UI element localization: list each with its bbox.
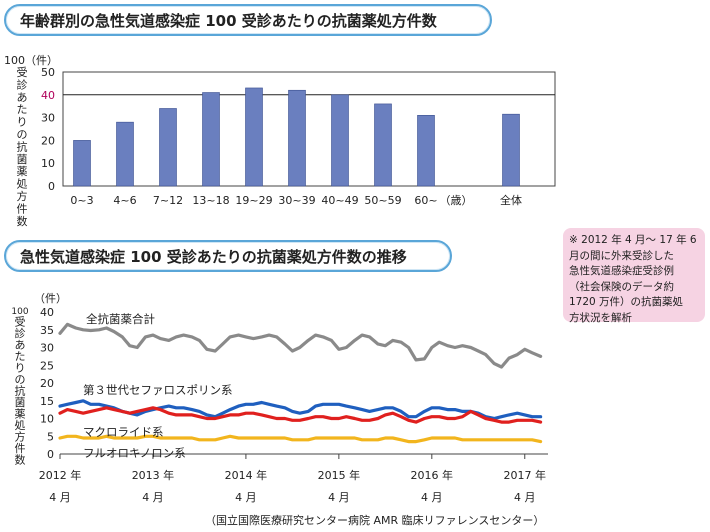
x-tick-label: 全体 bbox=[500, 193, 522, 207]
y-tick-label: 30 bbox=[41, 112, 55, 125]
y-axis-label-char: 菌 bbox=[15, 396, 26, 409]
bar bbox=[202, 92, 220, 187]
age-group-bar-chart: 0 10 20 30 40 50 0~3 4~6 7~12 13~18 19~29 30~39 40~4… bbox=[4, 54, 556, 228]
x-tick-month: 4 月 bbox=[49, 491, 71, 504]
x-tick-label: 0~3 bbox=[70, 194, 93, 207]
bar bbox=[502, 113, 520, 187]
y-tick-label: 10 bbox=[40, 413, 54, 426]
bar bbox=[331, 94, 349, 187]
note-line: 月の間に外来受診した bbox=[569, 249, 674, 262]
trend-line-chart: 0 5 10 15 20 25 30 35 40 2012 年 4 月 2013 年 4 月 2014 年… bbox=[11, 292, 548, 504]
y-axis-label-char: 100 bbox=[11, 307, 28, 317]
series-label: マクロライド系 bbox=[83, 425, 164, 439]
y-axis-label-char: 方 bbox=[15, 430, 26, 444]
y-axis-label-char: 受 bbox=[15, 316, 26, 329]
bar bbox=[417, 115, 435, 187]
x-tick-year: 2017 年 bbox=[504, 468, 547, 482]
x-tick-month: 4 月 bbox=[514, 491, 536, 504]
y-axis-label-char: の bbox=[17, 128, 28, 141]
y-tick-label: 15 bbox=[40, 395, 54, 408]
y-axis-label-char: り bbox=[15, 362, 26, 375]
chart2-title: 急性気道感染症 100 受診あたりの抗菌薬処方件数の推移 bbox=[4, 240, 452, 272]
note-line: （社会保険のデータ約 bbox=[569, 280, 674, 293]
y-axis-label-char: あ bbox=[17, 91, 28, 104]
series-line bbox=[58, 406, 543, 424]
y-axis-label-char: 菌 bbox=[17, 153, 28, 166]
note-line: 急性気道感染症受診例 bbox=[569, 265, 674, 277]
y-tick-label: 40 bbox=[40, 306, 54, 319]
series-label: フルオロキノロン系 bbox=[83, 446, 186, 460]
y-tick-label: 50 bbox=[41, 66, 55, 79]
y-unit-label: 100（件） bbox=[4, 54, 58, 67]
y-axis-label-char: 件 bbox=[15, 442, 26, 455]
y-axis-label-char: 処 bbox=[17, 178, 28, 191]
note-line: ※ 2012 年 4 月～ 17 年 6 bbox=[569, 234, 697, 246]
y-tick-label: 20 bbox=[41, 134, 55, 147]
y-tick-label: 0 bbox=[47, 448, 54, 461]
x-tick-month: 4 月 bbox=[142, 491, 164, 504]
note-box: ※ 2012 年 4 月～ 17 年 6 月の間に外来受診した 急性気道感染症受… bbox=[563, 228, 705, 324]
y-tick-label: 30 bbox=[40, 342, 54, 355]
x-unit-label: （歳） bbox=[440, 194, 473, 207]
y-axis-label-char: り bbox=[17, 116, 28, 129]
series-label: 全抗菌薬合計 bbox=[86, 312, 155, 326]
x-tick-month: 4 月 bbox=[235, 491, 257, 504]
x-tick-year: 2014 年 bbox=[225, 468, 268, 482]
y-axis-label-char: た bbox=[15, 350, 26, 363]
x-tick-label: 19~29 bbox=[235, 194, 272, 207]
x-tick-year: 2012 年 bbox=[39, 468, 82, 482]
bar bbox=[116, 121, 134, 187]
series-line bbox=[58, 434, 543, 444]
x-tick-label: 50~59 bbox=[364, 194, 401, 207]
x-tick-label: 40~49 bbox=[321, 194, 358, 207]
y-axis-label-char: 薬 bbox=[15, 408, 26, 421]
series-line bbox=[58, 322, 543, 369]
y-axis-label-char: の bbox=[15, 373, 26, 386]
y-axis-label-char: た bbox=[17, 103, 28, 116]
y-tick-label: 35 bbox=[40, 324, 54, 337]
series-label: 第３世代セファロスポリン系 bbox=[83, 383, 233, 397]
y-tick-label: 10 bbox=[41, 157, 55, 170]
y-axis-label-char: 診 bbox=[15, 326, 26, 340]
y-tick-label: 5 bbox=[47, 430, 54, 443]
y-axis-label-char: 数 bbox=[15, 454, 26, 467]
x-tick-label: 7~12 bbox=[153, 194, 183, 207]
x-tick-month: 4 月 bbox=[421, 491, 443, 504]
y-axis-label-char: 抗 bbox=[15, 384, 26, 398]
y-axis-label-char: あ bbox=[15, 339, 26, 352]
y-axis-label-char: 処 bbox=[15, 419, 26, 432]
bar bbox=[73, 140, 91, 187]
y-axis-label-char: 件 bbox=[17, 202, 28, 215]
x-tick-label: 60~ bbox=[414, 194, 437, 207]
bar bbox=[159, 108, 177, 187]
x-tick-year: 2013 年 bbox=[132, 468, 175, 482]
y-tick-label: 0 bbox=[48, 180, 55, 193]
y-tick-label: 40 bbox=[41, 89, 55, 102]
y-axis-label-char: 抗 bbox=[17, 139, 28, 153]
bar bbox=[288, 89, 306, 187]
bar bbox=[245, 87, 263, 187]
series-line bbox=[58, 399, 543, 421]
x-tick-label: 13~18 bbox=[192, 194, 229, 207]
x-tick-year: 2015 年 bbox=[318, 468, 361, 482]
y-axis-label-char: 数 bbox=[17, 215, 28, 228]
chart1-title: 年齢群別の急性気道感染症 100 受診あたりの抗菌薬処方件数 bbox=[4, 4, 492, 36]
y-tick-label: 20 bbox=[40, 377, 54, 390]
y-unit-label: （件） bbox=[34, 292, 67, 305]
y-axis-label-char: 方 bbox=[17, 189, 28, 203]
y-axis-label-char: 薬 bbox=[17, 165, 28, 178]
y-axis-label-char: 受 bbox=[17, 66, 28, 79]
x-tick-label: 4~6 bbox=[113, 194, 136, 207]
source-caption: （国立国際医療研究センター病院 AMR 臨床リファレンスセンター） bbox=[205, 514, 545, 527]
y-axis-label-char: 診 bbox=[17, 77, 28, 91]
bar bbox=[374, 103, 392, 187]
y-tick-label: 25 bbox=[40, 359, 54, 372]
note-line: 方状況を解析 bbox=[569, 311, 632, 324]
note-line: 1720 万件）の抗菌薬処 bbox=[569, 296, 684, 308]
x-tick-month: 4 月 bbox=[328, 491, 350, 504]
x-tick-label: 30~39 bbox=[278, 194, 315, 207]
plot-area bbox=[62, 71, 556, 187]
x-tick-year: 2016 年 bbox=[411, 468, 454, 482]
